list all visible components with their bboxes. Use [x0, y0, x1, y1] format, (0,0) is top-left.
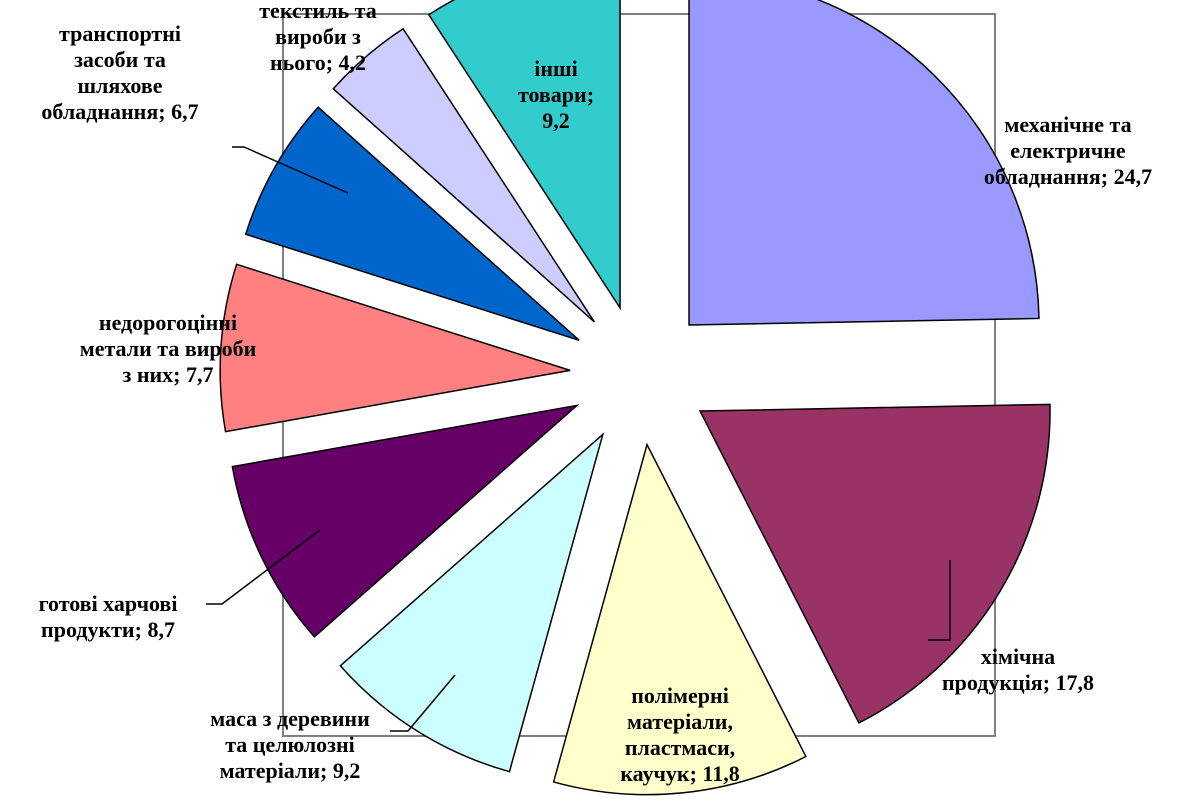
- pie-slice-9: [427, 0, 621, 311]
- pie-slice-5: [231, 404, 580, 638]
- data-label-9: інші товари; 9,2: [518, 56, 594, 133]
- leader-line-2: [928, 560, 951, 641]
- data-label-3: полімерні матеріали, пластмаси, каучук; 11,…: [620, 683, 739, 786]
- pie-slice-8: [332, 27, 595, 323]
- leader-line-5: [206, 529, 321, 605]
- pie-slice-7: [244, 106, 580, 342]
- leader-line-4: [390, 674, 456, 732]
- pie-slice-1: [688, 0, 1040, 326]
- data-label-5: готові харчові продукти; 8,7: [39, 591, 178, 642]
- data-label-2: хімічна продукція; 17,8: [942, 644, 1094, 695]
- data-label-6: недорогоцінні метали та вироби з них; 7,7: [80, 310, 257, 387]
- pie-slice-4: [339, 432, 605, 773]
- data-label-4: маса з деревини та целюлозні матеріали; 9,…: [210, 706, 370, 783]
- data-label-7: транспортні засоби та шляхове обладнання; 6…: [41, 21, 198, 124]
- data-label-8: текстиль та вироби з нього; 4,2: [259, 0, 377, 75]
- leader-line-7: [232, 146, 349, 194]
- pie-slice-2: [698, 403, 1051, 724]
- pie-slice-3: [552, 442, 807, 796]
- data-label-1: механічне та електричне обладнання; 24,7: [984, 112, 1152, 189]
- pie-slice-6: [219, 263, 571, 433]
